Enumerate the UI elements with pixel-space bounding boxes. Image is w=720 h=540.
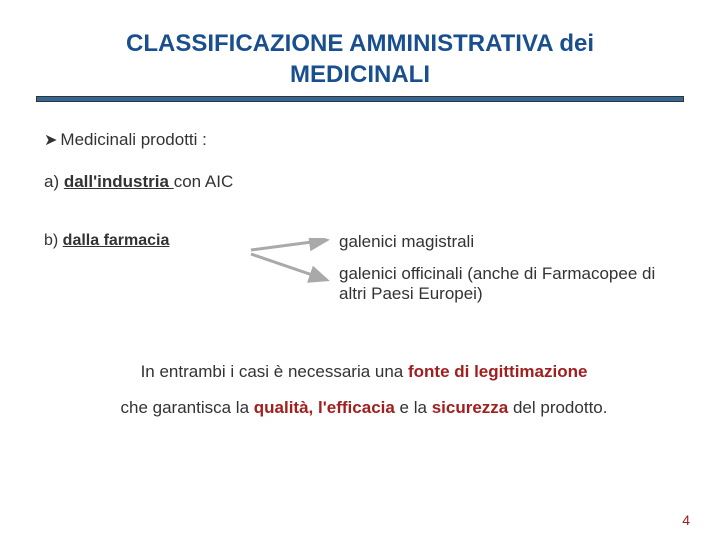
item-b-row: b) dalla farmacia galenici magistrali ga… [44,232,684,316]
bullet-text: Medicinali prodotti : [60,130,206,150]
item-a: a) dall'industria con AIC [44,172,684,192]
chevron-right-icon: ➤ [44,130,57,150]
page-number: 4 [682,512,690,528]
title-line-1: CLASSIFICAZIONE AMMINISTRATIVA dei [126,30,594,57]
bullet-line-medicinali: ➤ Medicinali prodotti : [44,130,684,150]
title-underline-bar [36,96,684,102]
slide-title: CLASSIFICAZIONE AMMINISTRATIVA dei MEDIC… [36,28,684,90]
footer2-tail: del prodotto. [508,398,607,417]
item-b-left: b) dalla farmacia [44,232,249,250]
right-item-2: galenici officinali (anche di Farmacopee… [339,264,684,304]
footer2-mid2: e la [395,398,432,417]
title-line-2: MEDICINALI [290,61,430,88]
item-b-prefix: b) [44,232,63,249]
slide-page: CLASSIFICAZIONE AMMINISTRATIVA dei MEDIC… [0,0,720,540]
item-a-underlined: dall'industria [64,172,174,191]
footer2-b2: l'efficacia [318,398,395,417]
arrow-container [249,232,339,301]
right-item-1: galenici magistrali [339,232,684,252]
footer1-pre: In entrambi i casi è necessaria una [141,362,408,381]
footer-line-2: che garantisca la qualità, l'efficacia e… [52,396,676,420]
item-b-right: galenici magistrali galenici officinali … [339,232,684,316]
footer-line-1: In entrambi i casi è necessaria una font… [52,362,676,382]
branch-arrow-icon [249,238,339,296]
item-b-underlined: dalla farmacia [63,232,170,249]
content-area: ➤ Medicinali prodotti : a) dall'industri… [36,130,684,420]
item-a-prefix: a) [44,172,64,191]
footer1-bold: fonte di legittimazione [408,362,587,381]
item-a-tail: con AIC [174,172,234,191]
footer2-b3: sicurezza [432,398,509,417]
footer2-pre: che garantisca la [121,398,254,417]
footer-block: In entrambi i casi è necessaria una font… [44,362,684,420]
footer2-b1: qualità, [254,398,314,417]
